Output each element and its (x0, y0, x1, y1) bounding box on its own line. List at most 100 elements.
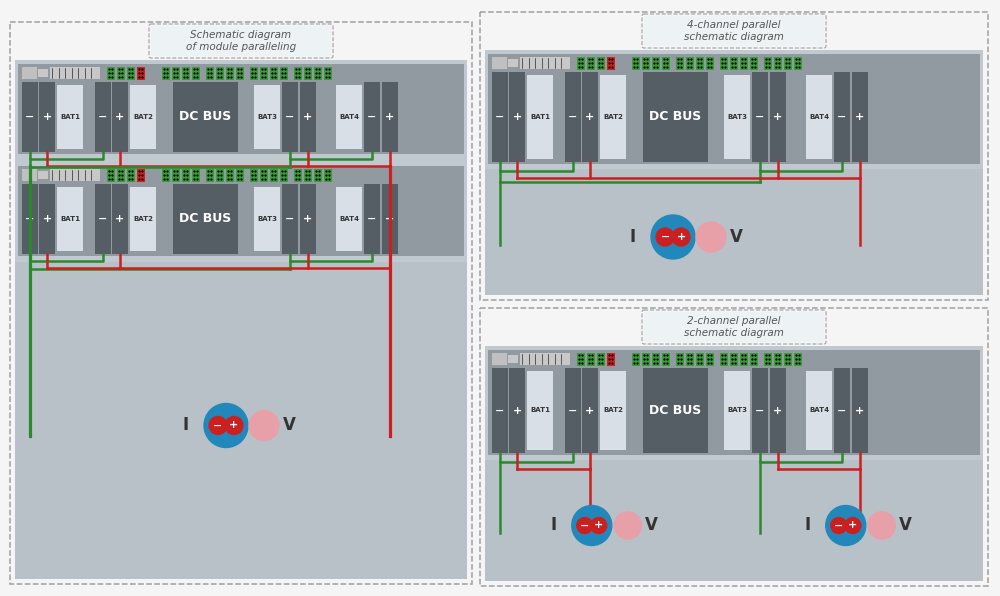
Bar (662, 57, 670, 70)
Circle shape (614, 512, 641, 539)
Circle shape (204, 403, 248, 448)
Bar (216, 67, 224, 80)
Text: BAT4: BAT4 (809, 408, 829, 414)
Bar (485, 346, 983, 581)
Bar (806, 371, 832, 450)
Bar (508, 59, 518, 67)
Bar (22, 67, 37, 79)
Text: 4-channel parallel
schematic diagram: 4-channel parallel schematic diagram (684, 20, 784, 42)
Bar (162, 169, 170, 182)
Circle shape (656, 228, 674, 246)
Bar (39, 82, 55, 152)
Bar (794, 57, 802, 70)
Text: +: + (115, 214, 125, 224)
Text: DC BUS: DC BUS (179, 110, 231, 123)
Bar (600, 371, 626, 450)
Text: +: + (42, 214, 52, 224)
Bar (632, 57, 640, 70)
Text: DC BUS: DC BUS (649, 404, 701, 417)
Bar (260, 67, 268, 80)
Bar (270, 67, 278, 80)
Bar (527, 371, 553, 450)
Bar (676, 353, 684, 366)
Bar (182, 67, 190, 80)
Text: +: + (585, 112, 595, 122)
Bar (740, 57, 748, 70)
Bar (324, 67, 332, 80)
Bar (730, 353, 738, 366)
Bar (39, 184, 55, 254)
Bar (38, 171, 48, 179)
Bar (270, 169, 278, 182)
Bar (587, 353, 595, 366)
Bar (254, 85, 280, 149)
Bar (676, 57, 684, 70)
Bar (130, 85, 156, 149)
Text: BAT1: BAT1 (60, 216, 80, 222)
Bar (696, 57, 704, 70)
Bar (752, 72, 768, 162)
Bar (485, 50, 983, 295)
Text: BAT2: BAT2 (133, 114, 153, 120)
Text: BAT4: BAT4 (809, 114, 829, 120)
Bar (216, 169, 224, 182)
Bar (226, 169, 234, 182)
Bar (724, 371, 750, 450)
Bar (597, 57, 605, 70)
Bar (382, 82, 398, 152)
Bar (206, 67, 214, 80)
Bar (852, 72, 868, 162)
Bar (750, 353, 758, 366)
Bar (577, 353, 585, 366)
Bar (314, 67, 322, 80)
Text: DC BUS: DC BUS (649, 110, 701, 123)
Text: DC BUS: DC BUS (179, 213, 231, 225)
Bar (752, 368, 768, 453)
Text: V: V (645, 517, 658, 535)
Bar (834, 368, 850, 453)
Bar (172, 169, 180, 182)
Bar (173, 82, 238, 152)
Text: BAT4: BAT4 (339, 114, 359, 120)
Text: −: − (213, 421, 223, 430)
Circle shape (225, 417, 243, 434)
Bar (492, 368, 508, 453)
Text: V: V (283, 417, 295, 434)
Bar (280, 169, 288, 182)
Text: +: + (385, 112, 395, 122)
Text: BAT2: BAT2 (133, 216, 153, 222)
Text: BAT3: BAT3 (257, 114, 277, 120)
Bar (582, 72, 598, 162)
Bar (485, 169, 983, 295)
Bar (18, 64, 464, 154)
Bar (226, 67, 234, 80)
Bar (192, 67, 200, 80)
Text: +: + (848, 520, 857, 530)
Bar (300, 82, 316, 152)
Bar (794, 353, 802, 366)
Bar (95, 82, 111, 152)
Text: +: + (303, 214, 313, 224)
Bar (182, 169, 190, 182)
Text: −: − (837, 405, 847, 415)
Text: +: + (773, 405, 783, 415)
Text: −: − (98, 112, 108, 122)
Text: BAT4: BAT4 (339, 216, 359, 222)
Bar (112, 82, 128, 152)
Bar (643, 368, 708, 453)
Bar (260, 169, 268, 182)
Bar (509, 72, 525, 162)
Bar (250, 67, 258, 80)
Bar (336, 85, 362, 149)
Text: BAT2: BAT2 (603, 408, 623, 414)
Text: −: − (755, 405, 765, 415)
Bar (632, 353, 640, 366)
Text: +: + (115, 112, 125, 122)
Bar (50, 67, 100, 79)
Text: −: − (367, 112, 377, 122)
Bar (57, 85, 83, 149)
Bar (587, 57, 595, 70)
Bar (652, 353, 660, 366)
Bar (162, 67, 170, 80)
Bar (643, 72, 708, 162)
